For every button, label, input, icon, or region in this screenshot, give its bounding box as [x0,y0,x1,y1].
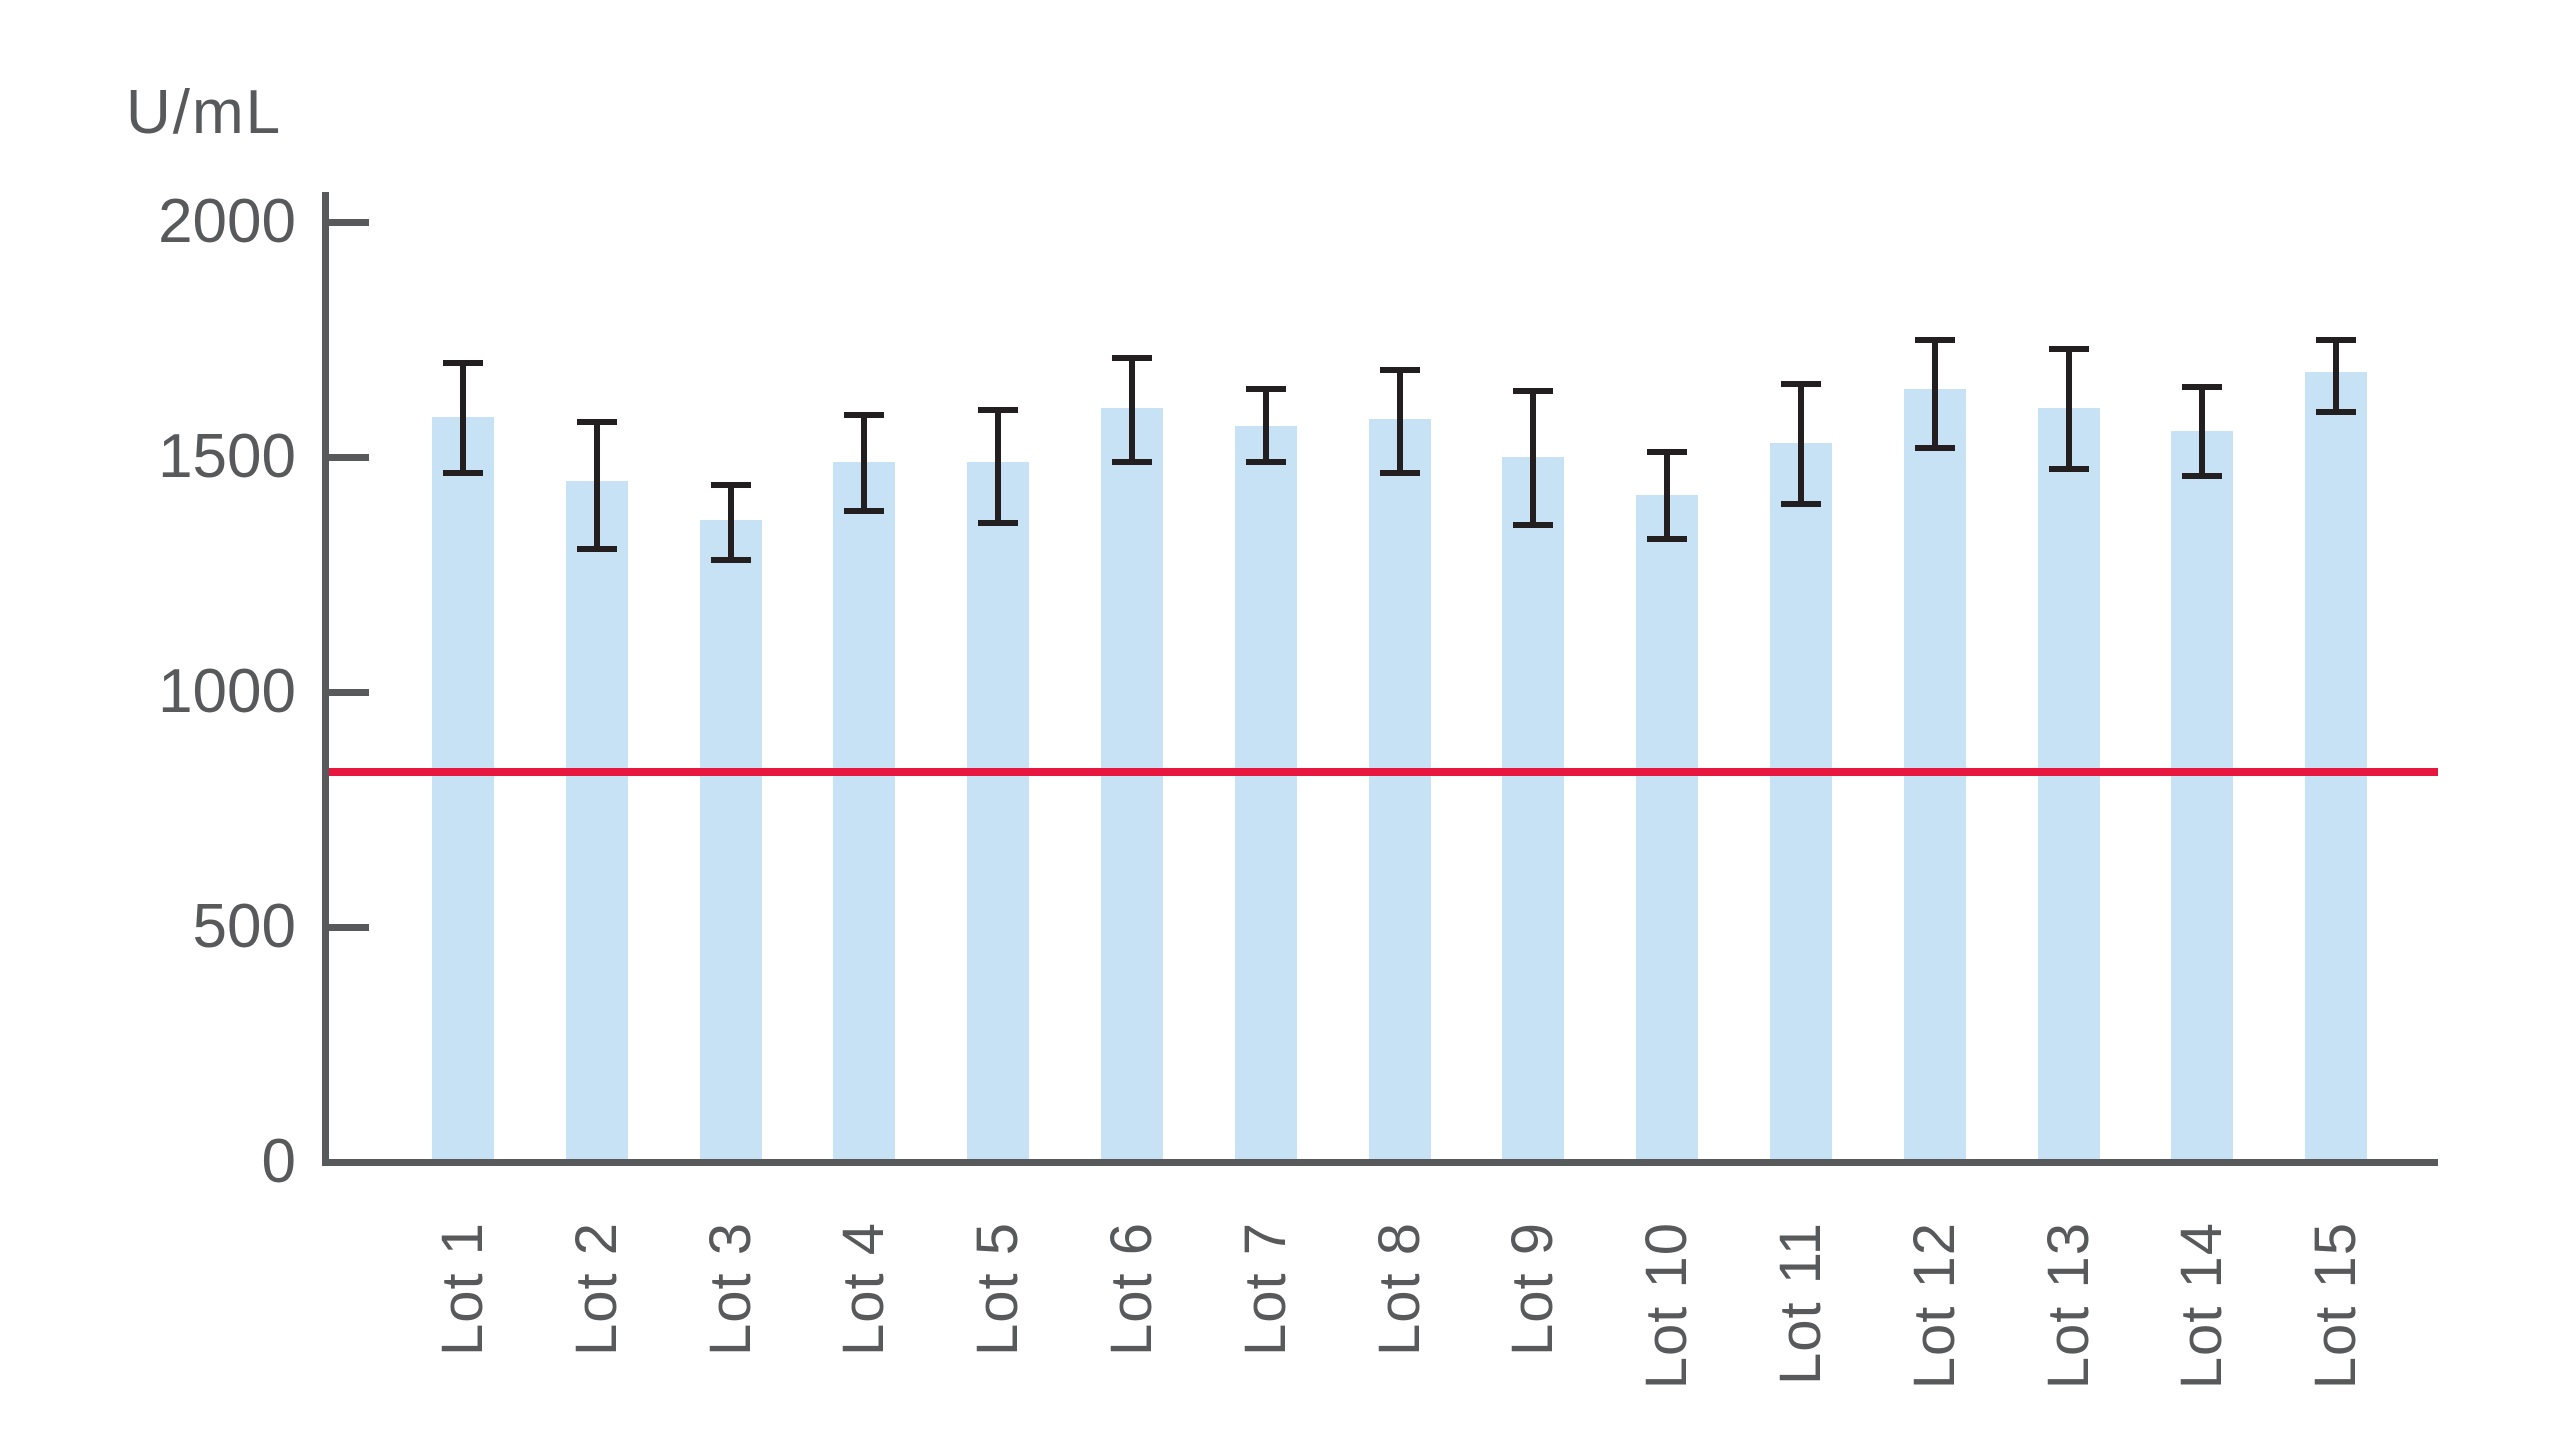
error-bar-cap [1781,381,1821,388]
bar [2305,372,2368,1162]
bar [833,461,896,1162]
x-tick-label: Lot 3 [697,1222,763,1356]
error-bar-cap [1781,501,1821,507]
error-bar-cap [1914,444,1955,451]
y-tick-label: 0 [261,1127,296,1196]
error-bar-cap [2182,383,2223,390]
error-bar-line [2065,348,2072,469]
error-bar-cap [1245,385,1286,392]
error-bar-line [1129,358,1135,462]
error-bar-line [2199,386,2206,476]
bar [1234,426,1297,1162]
y-axis-unit-label: U/mL [126,78,283,147]
x-tick-label: Lot 15 [2303,1222,2369,1390]
y-axis-tick [329,923,369,931]
bar [1502,457,1565,1162]
bar [1636,494,1699,1162]
error-bar-cap [1379,470,1420,477]
y-axis-line [322,192,329,1166]
error-bar-line [995,410,1002,523]
error-bar-cap [2316,409,2357,416]
x-tick-label: Lot 8 [1366,1222,1432,1356]
error-bar-cap [2182,472,2223,479]
error-bar-cap [1112,458,1152,465]
error-bar-cap [978,407,1019,413]
error-bar-line [2333,339,2340,413]
bar [1101,407,1163,1162]
x-tick-label: Lot 1 [430,1222,495,1356]
error-bar-line [1262,388,1269,462]
x-tick-label: Lot 5 [965,1222,1031,1356]
y-tick-label: 500 [192,892,296,961]
error-bar-cap [443,360,483,366]
x-tick-label: Lot 6 [1099,1222,1164,1356]
bar [699,520,762,1162]
x-tick-label: Lot 13 [2035,1222,2101,1390]
x-tick-label: Lot 11 [1768,1222,1833,1385]
error-bar-cap [2316,336,2357,343]
error-bar-line [1664,452,1671,540]
error-bar-cap [710,482,751,489]
error-bar-cap [1513,388,1554,395]
error-bar-line [593,421,600,549]
bar [432,417,494,1162]
x-tick-label: Lot 14 [2169,1222,2235,1390]
error-bar-line [727,485,734,561]
error-bar-cap [978,519,1019,526]
x-tick-label: Lot 4 [831,1222,897,1356]
error-bar-cap [1112,355,1152,362]
x-tick-label: Lot 10 [1634,1222,1700,1390]
bar [565,480,628,1162]
error-bar-line [1530,391,1537,526]
reference-threshold-line [326,767,2438,776]
error-bar-line [1931,339,1938,448]
y-axis-tick [329,453,369,461]
error-bar-cap [844,411,885,418]
y-tick-label: 1000 [158,657,296,726]
error-bar-cap [1379,367,1420,374]
error-bar-line [460,363,466,474]
error-bar-cap [2048,465,2089,472]
bar [1770,442,1832,1162]
error-bar-cap [1245,458,1286,465]
error-bar-cap [1914,336,1955,343]
y-tick-label: 1500 [158,422,296,491]
x-tick-label: Lot 2 [563,1222,629,1356]
y-axis-tick [329,218,369,226]
error-bar-cap [1513,522,1554,529]
error-bar-cap [576,418,617,425]
x-tick-label: Lot 7 [1232,1222,1298,1356]
error-bar-cap [2048,345,2089,352]
bar [2037,407,2100,1162]
error-bar-cap [1647,536,1688,543]
error-bar-line [1396,370,1403,474]
error-bar-cap [576,545,617,552]
y-axis-tick [329,688,369,696]
x-tick-label: Lot 9 [1500,1222,1566,1356]
x-axis-line [322,1159,2438,1166]
bar [967,461,1030,1162]
error-bar-line [1798,384,1804,504]
y-tick-label: 2000 [158,187,296,256]
bar [1368,419,1431,1162]
error-bar-cap [443,470,483,477]
x-tick-label: Lot 12 [1901,1222,1967,1390]
error-bar-cap [1647,449,1688,456]
error-bar-cap [844,508,885,515]
error-bar-cap [710,557,751,564]
bar [2171,431,2234,1162]
error-bar-line [861,414,868,512]
